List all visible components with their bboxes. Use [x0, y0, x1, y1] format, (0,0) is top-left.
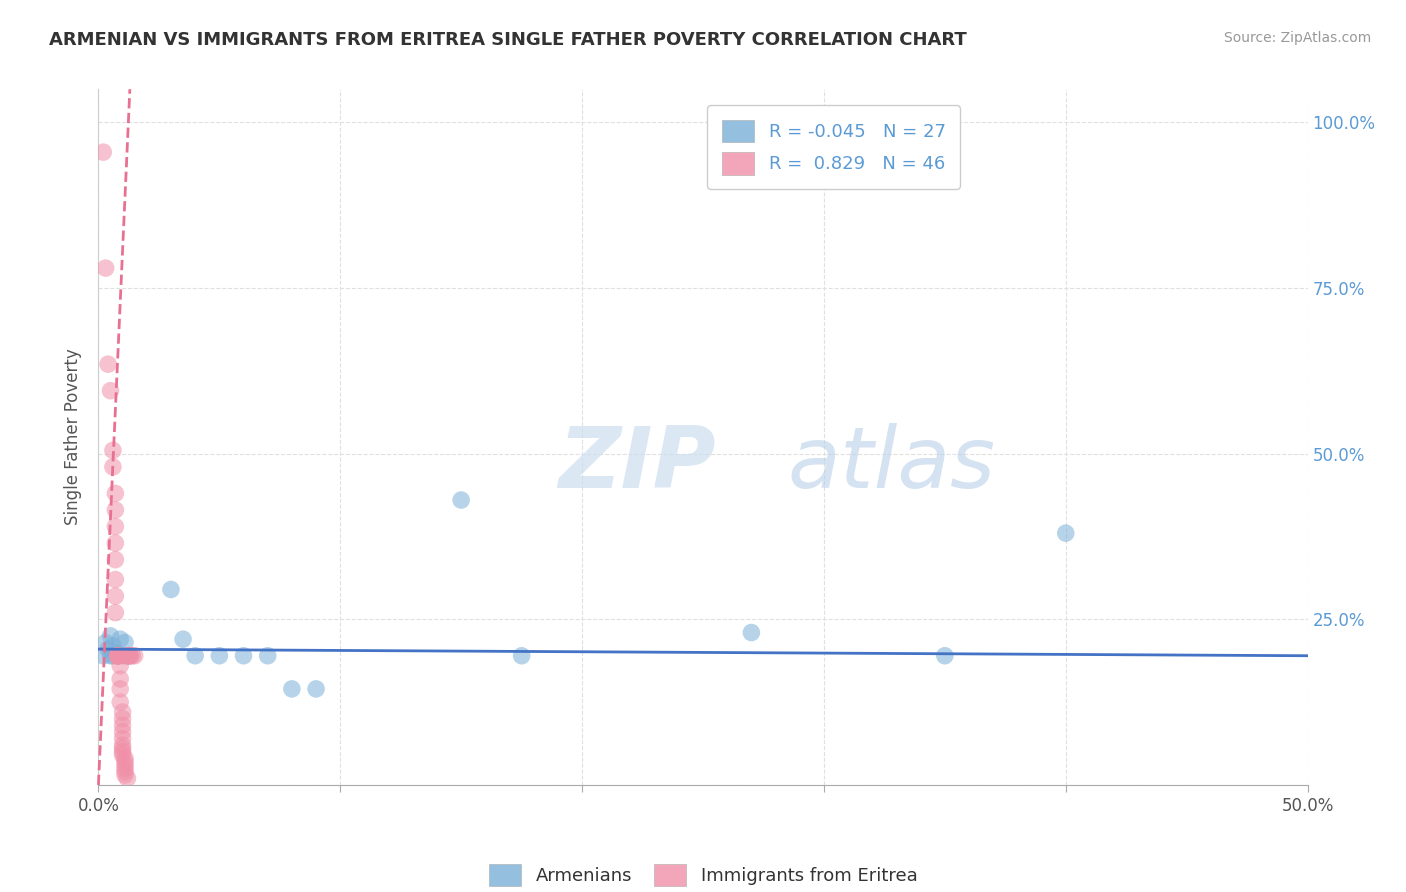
Y-axis label: Single Father Poverty: Single Father Poverty [65, 349, 83, 525]
Point [108, 695, 131, 709]
Point [107, 648, 129, 663]
Point [118, 648, 141, 663]
Point [104, 606, 127, 620]
Point [124, 648, 146, 663]
Point [114, 764, 136, 779]
Point [114, 768, 136, 782]
Point [111, 718, 134, 732]
Point [111, 648, 134, 663]
Point [107, 648, 129, 663]
Point [118, 648, 141, 663]
Point [111, 748, 134, 763]
Point [104, 536, 127, 550]
Point [100, 384, 122, 398]
Point [104, 519, 127, 533]
Point [101, 648, 124, 663]
Point [114, 635, 136, 649]
Point [100, 629, 122, 643]
Point [107, 648, 129, 663]
Text: ZIP: ZIP [558, 424, 716, 507]
Point [100, 648, 122, 663]
Point [111, 705, 134, 719]
Point [740, 625, 762, 640]
Point [107, 648, 129, 663]
Point [281, 681, 304, 696]
Point [114, 758, 136, 772]
Point [94, 261, 117, 276]
Point [510, 648, 533, 663]
Point [107, 648, 129, 663]
Point [97, 357, 120, 371]
Point [117, 772, 139, 786]
Point [111, 731, 134, 746]
Point [108, 681, 131, 696]
Point [107, 648, 129, 663]
Text: atlas: atlas [787, 424, 995, 507]
Point [97, 642, 120, 657]
Legend: Armenians, Immigrants from Eritrea: Armenians, Immigrants from Eritrea [481, 856, 925, 892]
Point [934, 648, 956, 663]
Point [118, 648, 141, 663]
Text: ARMENIAN VS IMMIGRANTS FROM ERITREA SINGLE FATHER POVERTY CORRELATION CHART: ARMENIAN VS IMMIGRANTS FROM ERITREA SING… [49, 31, 967, 49]
Point [101, 639, 124, 653]
Text: Source: ZipAtlas.com: Source: ZipAtlas.com [1223, 31, 1371, 45]
Point [208, 648, 231, 663]
Point [111, 738, 134, 752]
Point [91, 145, 114, 160]
Point [172, 632, 194, 647]
Point [114, 761, 136, 775]
Point [1054, 526, 1077, 541]
Point [184, 648, 207, 663]
Point [101, 443, 124, 458]
Point [117, 648, 139, 663]
Point [104, 645, 127, 659]
Point [121, 648, 143, 663]
Point [104, 589, 127, 603]
Point [111, 741, 134, 756]
Point [305, 681, 328, 696]
Point [101, 459, 124, 474]
Point [450, 493, 472, 508]
Point [111, 745, 134, 759]
Point [107, 648, 129, 663]
Point [108, 632, 131, 647]
Point [108, 672, 131, 686]
Point [111, 725, 134, 739]
Point [108, 658, 131, 673]
Point [114, 751, 136, 765]
Point [91, 648, 114, 663]
Point [256, 648, 278, 663]
Point [232, 648, 254, 663]
Point [160, 582, 183, 597]
Point [114, 755, 136, 769]
Point [117, 648, 139, 663]
Point [111, 712, 134, 726]
Point [104, 552, 127, 566]
Point [104, 486, 127, 500]
Point [104, 503, 127, 517]
Point [94, 635, 117, 649]
Point [117, 648, 139, 663]
Point [104, 573, 127, 587]
